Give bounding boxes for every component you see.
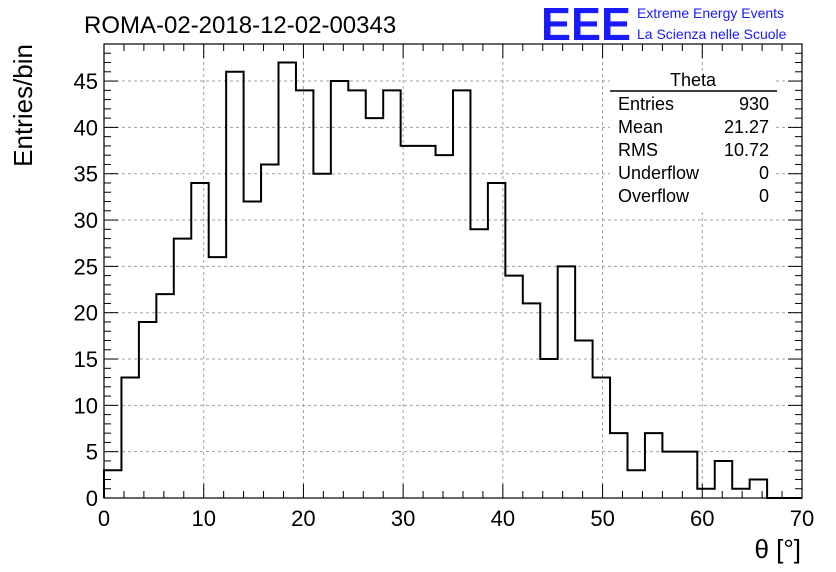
stats-value: 10.72 (724, 140, 769, 160)
histogram-bin (750, 479, 767, 498)
grid-lines (104, 44, 802, 498)
histogram-bin (523, 303, 540, 498)
eee-logo: EEE Extreme Energy Events La Scienza nel… (541, 0, 787, 50)
x-tick-label: 30 (391, 506, 415, 531)
histogram-bars (103, 61, 802, 499)
y-tick-label: 0 (86, 486, 98, 511)
histogram-bin (715, 461, 732, 498)
histogram-bin (104, 470, 121, 498)
y-tick-label: 30 (74, 208, 98, 233)
histogram-bin (436, 155, 453, 498)
y-tick-label: 20 (74, 301, 98, 326)
stats-value: 0 (759, 186, 769, 206)
histogram-bin (470, 229, 487, 498)
histogram-bin (575, 340, 592, 498)
histogram-bin (156, 294, 173, 498)
logo-line-2: La Scienza nelle Scuole (637, 26, 787, 42)
x-tick-label: 70 (790, 506, 814, 531)
histogram-bin (610, 433, 627, 498)
x-tick-label: 50 (590, 506, 614, 531)
histogram-bin (558, 266, 575, 498)
stats-box: Theta Entries 930 Mean 21.27 RMS 10.72 Underfl… (610, 70, 777, 209)
stats-title: Theta (670, 70, 717, 90)
histogram-bin (540, 359, 557, 498)
x-tick-label: 60 (690, 506, 714, 531)
histogram-bin (121, 378, 138, 498)
stats-label: Underflow (618, 163, 700, 183)
histogram-bin (209, 257, 226, 498)
x-tick-label: 40 (491, 506, 515, 531)
histogram-bin (348, 90, 365, 498)
chart-title: ROMA-02-2018-12-02-00343 (84, 12, 396, 39)
histogram-bin (383, 90, 400, 498)
stats-label: Overflow (618, 186, 690, 206)
x-tick-labels: 0 10 20 30 40 50 60 70 (98, 506, 814, 531)
histogram-bin (645, 433, 662, 498)
histogram-bin (593, 378, 610, 498)
stats-value: 0 (759, 163, 769, 183)
x-axis-title: θ [°] (754, 534, 801, 564)
histogram-bin (174, 239, 191, 498)
y-tick-label: 5 (86, 440, 98, 465)
histogram-bin (279, 63, 296, 498)
histogram-bin (313, 174, 330, 498)
x-tick-label: 0 (98, 506, 110, 531)
histogram-bin (226, 72, 243, 498)
histogram-bin (191, 183, 208, 498)
stats-label: Entries (618, 94, 674, 114)
logo-mark: EEE (541, 0, 631, 50)
plot-frame (103, 43, 803, 499)
x-tick-label: 20 (291, 506, 315, 531)
histogram-bin (453, 90, 470, 498)
histogram-bin (418, 146, 435, 498)
y-tick-labels: 0 5 10 15 20 25 30 35 40 45 (74, 69, 98, 511)
histogram-bin (505, 276, 522, 498)
y-tick-label: 35 (74, 162, 98, 187)
histogram-outline (103, 61, 802, 499)
histogram-bin (139, 322, 156, 498)
axis-ticks (103, 43, 803, 499)
logo-line-1: Extreme Energy Events (637, 5, 784, 21)
stats-value: 930 (739, 94, 769, 114)
y-tick-label: 25 (74, 254, 98, 279)
y-tick-label: 15 (74, 347, 98, 372)
y-tick-label: 45 (74, 69, 98, 94)
histogram-bin (732, 489, 749, 498)
y-axis-title: Entries/bin (8, 44, 38, 167)
histogram-bin (261, 164, 278, 498)
histogram-bin (366, 118, 383, 498)
histogram-bin (296, 90, 313, 498)
x-tick-label: 10 (191, 506, 215, 531)
y-tick-label: 40 (74, 115, 98, 140)
histogram-bin (662, 452, 679, 498)
stats-label: RMS (618, 140, 658, 160)
histogram-bin (244, 202, 261, 498)
stats-box-background (610, 71, 776, 209)
histogram-bin (697, 489, 714, 498)
y-tick-label: 10 (74, 393, 98, 418)
stats-label: Mean (618, 117, 663, 137)
histogram-bin (331, 81, 348, 498)
stats-value: 21.27 (724, 117, 769, 137)
